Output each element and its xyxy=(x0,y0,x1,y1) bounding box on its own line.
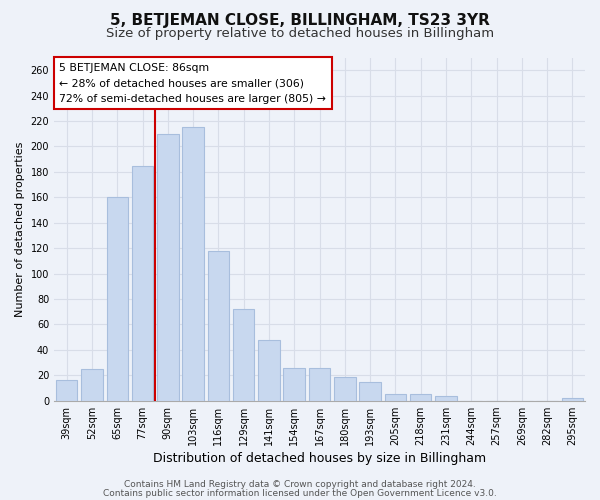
Text: Contains public sector information licensed under the Open Government Licence v3: Contains public sector information licen… xyxy=(103,488,497,498)
Text: 5 BETJEMAN CLOSE: 86sqm
← 28% of detached houses are smaller (306)
72% of semi-d: 5 BETJEMAN CLOSE: 86sqm ← 28% of detache… xyxy=(59,62,326,104)
Bar xyxy=(258,340,280,400)
Bar xyxy=(56,380,77,400)
Bar xyxy=(385,394,406,400)
Bar xyxy=(233,309,254,400)
Bar xyxy=(562,398,583,400)
Bar xyxy=(81,369,103,400)
X-axis label: Distribution of detached houses by size in Billingham: Distribution of detached houses by size … xyxy=(153,452,486,465)
Text: Size of property relative to detached houses in Billingham: Size of property relative to detached ho… xyxy=(106,28,494,40)
Bar xyxy=(157,134,179,400)
Y-axis label: Number of detached properties: Number of detached properties xyxy=(15,142,25,317)
Bar xyxy=(435,396,457,400)
Bar xyxy=(182,128,204,400)
Bar xyxy=(208,250,229,400)
Text: 5, BETJEMAN CLOSE, BILLINGHAM, TS23 3YR: 5, BETJEMAN CLOSE, BILLINGHAM, TS23 3YR xyxy=(110,12,490,28)
Bar xyxy=(107,198,128,400)
Bar xyxy=(132,166,153,400)
Bar xyxy=(359,382,381,400)
Bar xyxy=(334,376,356,400)
Text: Contains HM Land Registry data © Crown copyright and database right 2024.: Contains HM Land Registry data © Crown c… xyxy=(124,480,476,489)
Bar xyxy=(283,368,305,400)
Bar xyxy=(410,394,431,400)
Bar xyxy=(309,368,330,400)
